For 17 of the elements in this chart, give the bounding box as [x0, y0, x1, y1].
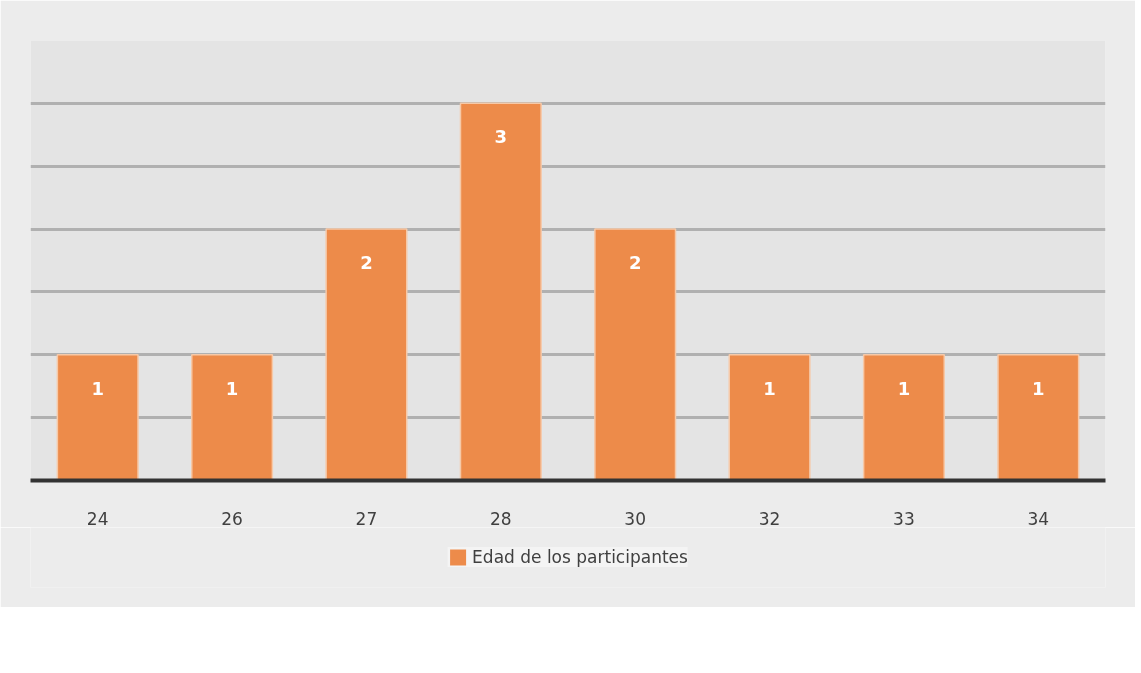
- data-label: 3: [494, 126, 508, 148]
- x-tick-label: 28: [490, 508, 512, 529]
- data-label: 2: [360, 252, 373, 274]
- data-label: 1: [763, 377, 776, 399]
- data-label: 1: [1032, 377, 1045, 399]
- data-label: 2: [628, 252, 642, 274]
- x-tick-label: 34: [1027, 508, 1050, 529]
- x-tick-label: 27: [355, 508, 378, 529]
- x-tick-label: 32: [758, 508, 781, 529]
- x-tick-label: 33: [893, 508, 915, 529]
- data-label: 1: [91, 377, 104, 399]
- data-label: 1: [225, 377, 239, 399]
- x-tick-label: 24: [86, 508, 109, 529]
- legend-label: Edad de los participantes: [472, 547, 688, 567]
- x-tick-label: 26: [221, 508, 243, 529]
- data-label: 1: [897, 377, 911, 399]
- x-tick-label: 30: [624, 508, 647, 529]
